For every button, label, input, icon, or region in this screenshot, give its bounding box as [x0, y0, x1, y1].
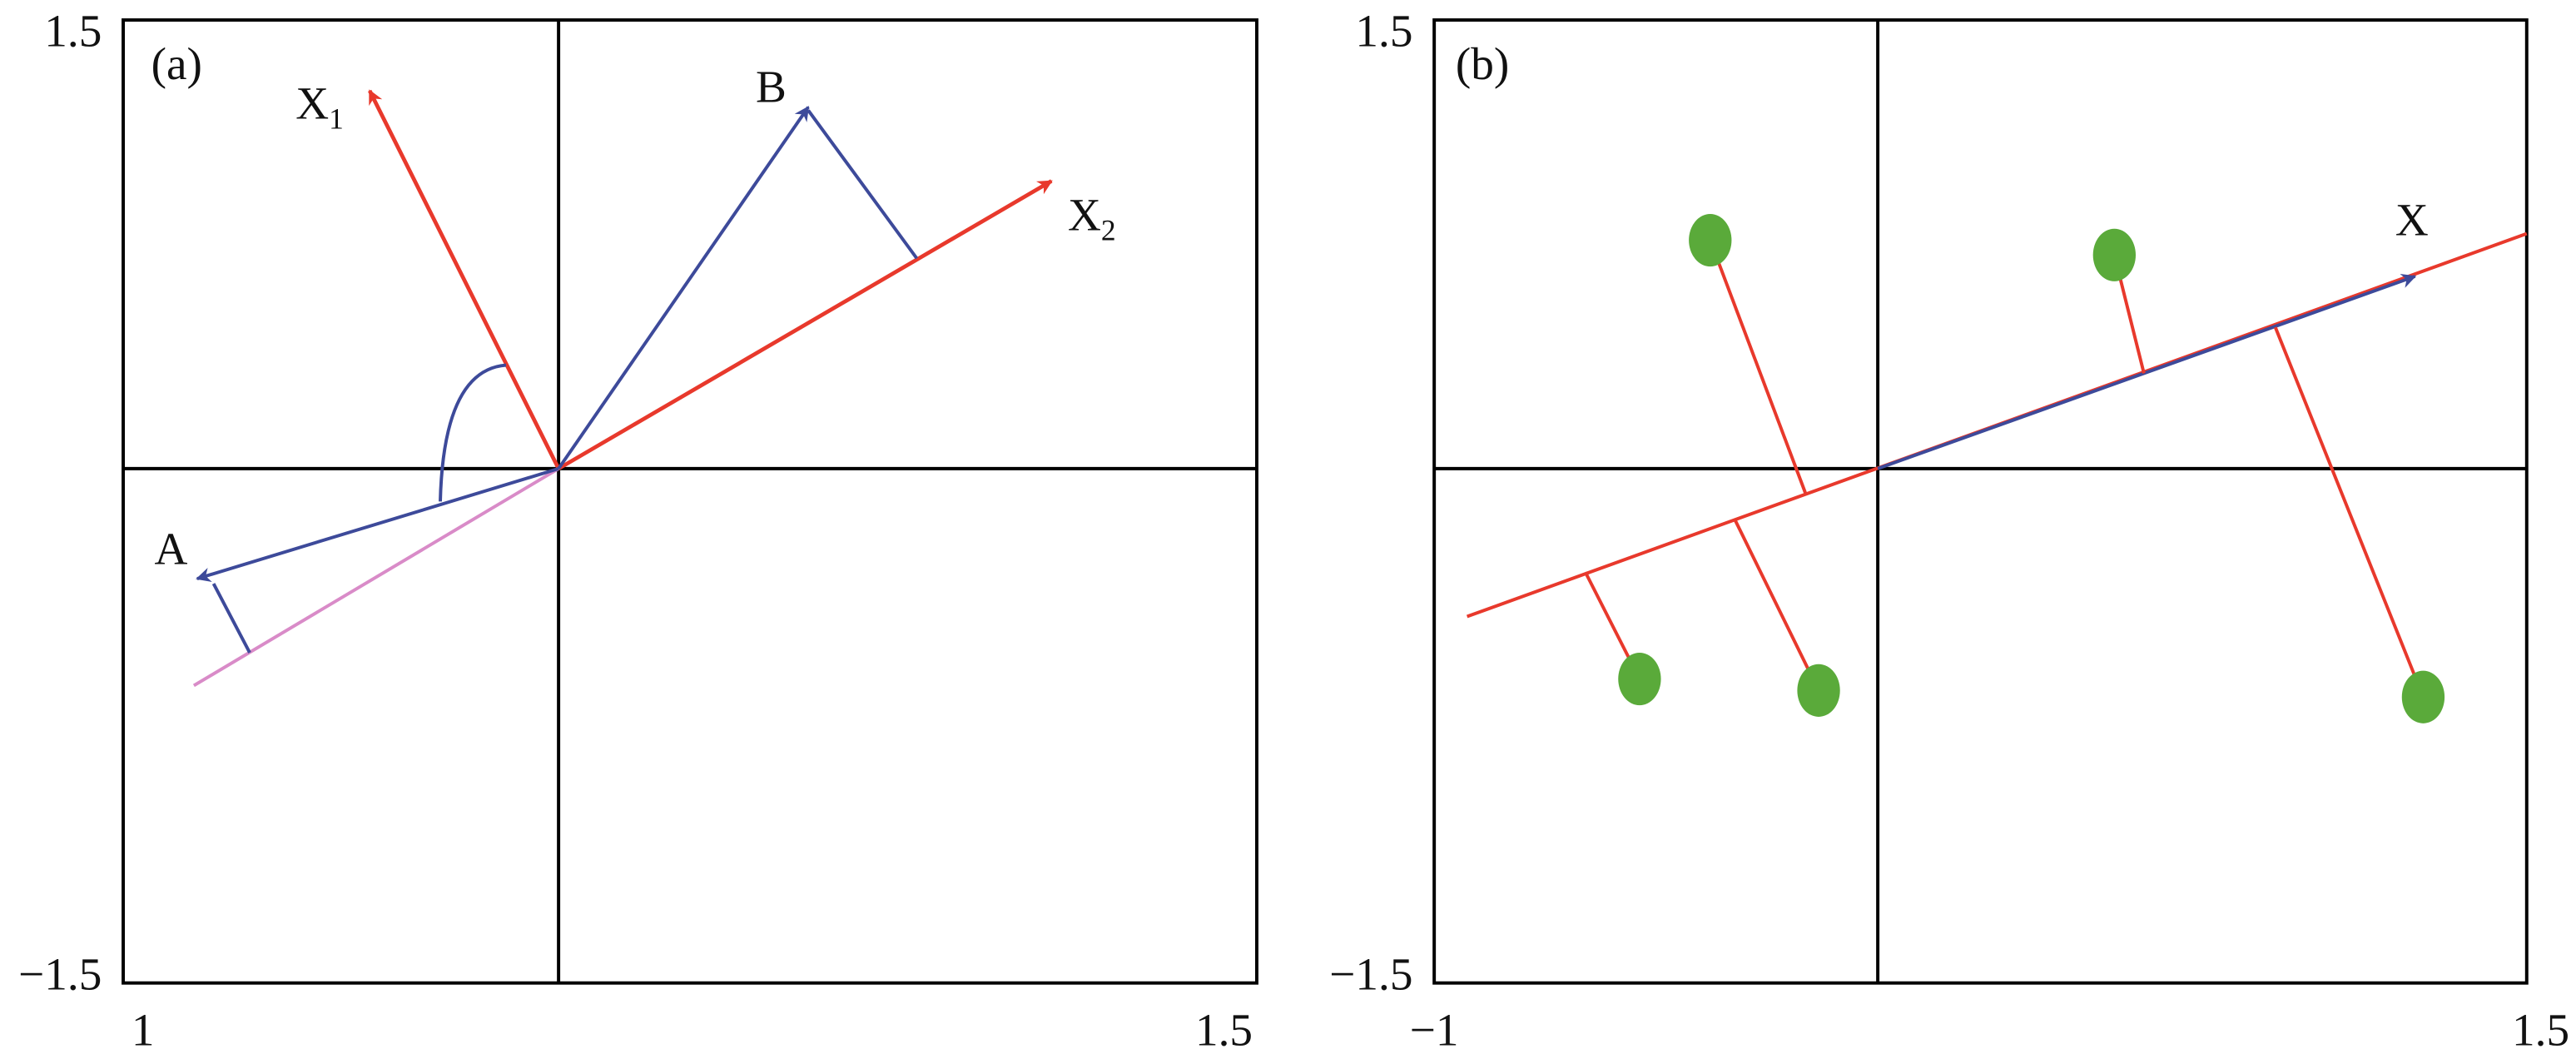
vector-x2 [557, 179, 1053, 470]
projection [807, 109, 919, 260]
angle-arc [439, 363, 507, 502]
projection [211, 583, 251, 654]
tick-label: −1.5 [1329, 949, 1412, 1000]
vector-label: A [155, 523, 188, 574]
frame [122, 18, 1258, 985]
tick-label: 1.5 [1355, 6, 1412, 57]
vector-b [557, 106, 810, 470]
tick-label: 1.5 [1195, 1005, 1253, 1049]
vector-a [196, 467, 559, 582]
projection [1733, 519, 1820, 692]
vector-label: X [2395, 195, 2429, 246]
point [2401, 670, 2445, 723]
panel-label: (b) [1456, 38, 1509, 89]
vector-label: X2 [1068, 190, 1116, 247]
vector-x1 [367, 89, 561, 470]
panel-b: (b) 1.5 −1.5 −1 1.5 X [1329, 6, 2569, 1049]
vector-label: X1 [295, 77, 344, 135]
point [1618, 652, 1661, 706]
point [1797, 664, 1840, 717]
tick-label: −1 [1410, 1005, 1459, 1049]
projection-line [192, 467, 560, 688]
tick-label: 1.5 [2512, 1005, 2569, 1049]
point [2092, 228, 2137, 281]
tick-label: −1.5 [18, 949, 102, 1000]
panel-a: (a) 1.5 −1.5 1 1.5 X1 X2 B A [18, 6, 1258, 1049]
tick-label: 1 [132, 1005, 155, 1049]
projection [2273, 326, 2425, 698]
panel-label: (a) [151, 38, 202, 89]
frame [1432, 18, 2529, 985]
tick-label: 1.5 [44, 6, 102, 57]
projection [1708, 239, 1808, 495]
vector-label: B [756, 62, 787, 112]
vector-x [1877, 273, 2417, 470]
point [1689, 213, 1732, 267]
